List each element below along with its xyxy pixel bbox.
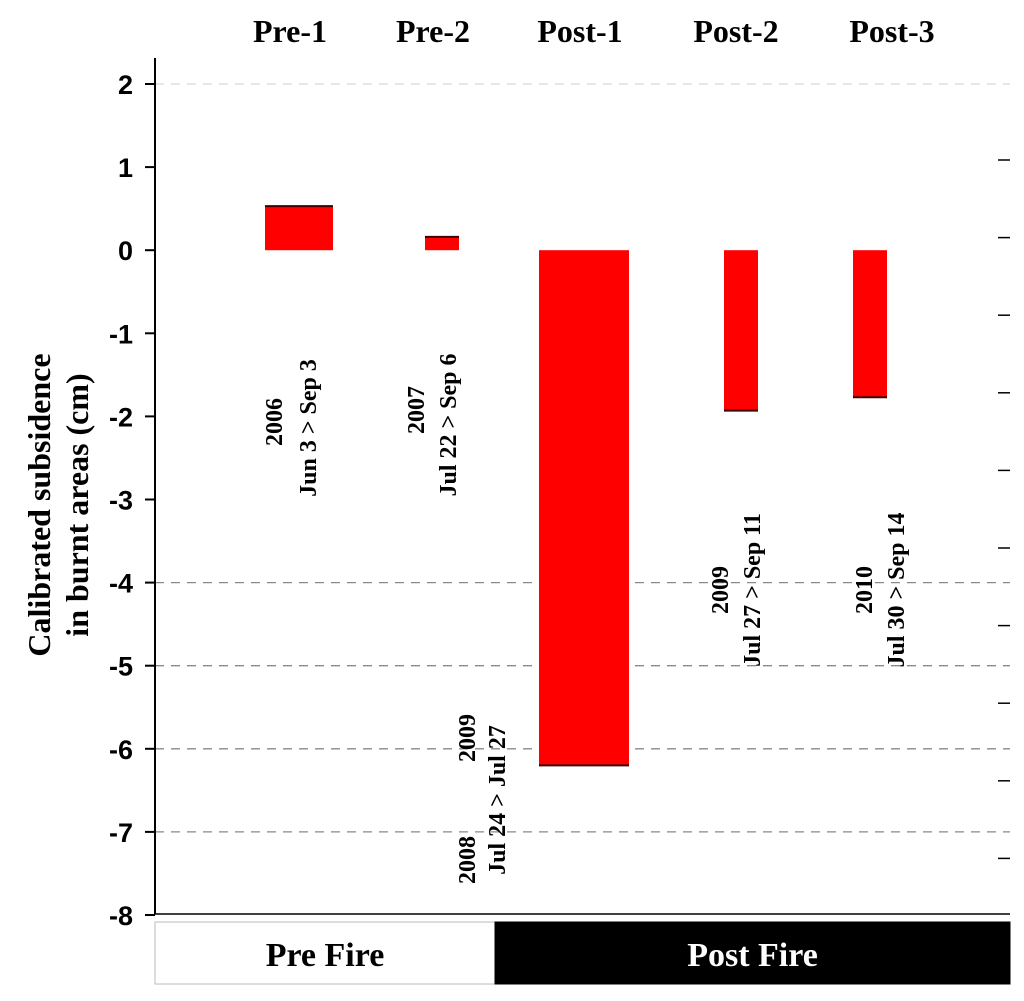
panel-label-post-fire: Post Fire [687,937,818,974]
y-tick-label: -7 [109,818,133,848]
y-tick-label: -1 [109,319,133,349]
annotation-pre-2-line-2: Jul 22 > Sep 6 [436,353,462,496]
annotation-post-2-line-2: Jul 27 > Sep 11 [740,513,766,667]
y-ticks: 2 1 0 -1 -2 -3 -4 -5 -6 -7 -8 [109,70,155,931]
fire-panels: Pre Fire Post Fire [154,921,1011,985]
category-label-post-2: Post-2 [693,13,778,49]
bar-post-3 [853,250,887,398]
annotation-post-2-line-1: 2009 [708,566,734,614]
annotation-post-1-line-3: 2009 [455,714,481,762]
y-tick-label: -5 [109,652,133,682]
axes [154,58,1010,915]
annotation-post-1-line-2: Jul 24 > Jul 27 [485,725,511,875]
bars [265,205,887,767]
y-tick-label: -8 [109,901,133,931]
category-labels: Pre-1 Pre-2 Post-1 Post-2 Post-3 [253,13,935,49]
bar-post-2 [724,250,758,411]
y-tick-label: 1 [118,153,133,183]
y-tick-label: 2 [118,70,133,100]
y-tick-label: 0 [118,236,133,266]
category-label-pre-2: Pre-2 [396,13,470,49]
annotation-post-3-line-2: Jul 30 > Sep 14 [884,512,910,667]
y-axis-title-line-1: Calibrated subsidence [21,353,57,656]
category-label-post-3: Post-3 [849,13,934,49]
gridlines [155,83,1010,833]
annotation-post-1-line-1: 2008 [455,836,481,884]
panel-post-fire [494,921,1011,985]
y-tick-label: -2 [109,402,133,432]
category-label-post-1: Post-1 [537,13,622,49]
y-axis-title-line-2: in burnt areas (cm) [59,373,95,636]
bar-pre-2 [425,236,459,251]
category-label-pre-1: Pre-1 [253,13,327,49]
annotation-pre-1-line-2: Jun 3 > Sep 3 [296,359,322,497]
bar-pre-1 [265,206,333,251]
panel-pre-fire [154,921,496,985]
panel-label-pre-fire: Pre Fire [266,937,385,974]
right-ticks [998,159,1010,860]
y-axis-title: Calibrated subsidence in burnt areas (cm… [21,353,95,656]
bar-post-1 [539,250,629,766]
y-tick-label: -6 [109,735,133,765]
annotation-post-3-line-1: 2010 [852,566,878,614]
y-tick-label: -4 [109,569,133,599]
annotation-pre-2-line-1: 2007 [404,386,430,434]
y-tick-label: -3 [109,486,133,516]
annotation-pre-1-line-1: 2006 [262,398,288,446]
